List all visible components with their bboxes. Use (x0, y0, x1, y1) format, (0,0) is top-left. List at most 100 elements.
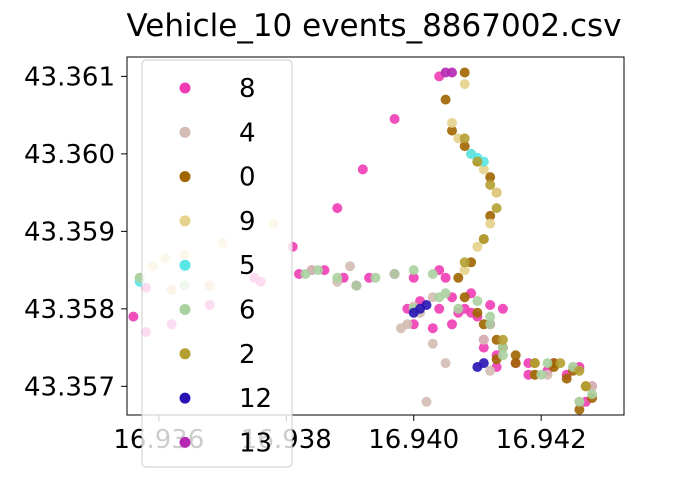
data-point-0 (485, 210, 496, 221)
data-point-6 (587, 389, 598, 400)
data-point-2 (472, 156, 483, 167)
data-point-9 (459, 265, 470, 276)
data-point-0 (472, 307, 483, 318)
data-point-2 (491, 203, 502, 214)
data-point-6 (536, 369, 547, 380)
data-point-9 (478, 164, 489, 175)
data-point-6 (497, 350, 508, 361)
data-point-12 (421, 300, 432, 310)
legend-label-9: 9 (239, 207, 256, 237)
legend-label-6: 6 (239, 296, 256, 326)
legend-label-13: 13 (239, 428, 272, 458)
data-point-8 (408, 272, 419, 283)
data-point-4 (478, 334, 489, 345)
legend-marker-6 (179, 304, 191, 315)
data-point-6 (453, 303, 464, 314)
legend-label-2: 2 (239, 340, 256, 370)
data-point-0 (485, 172, 496, 183)
data-point-4 (345, 261, 355, 272)
data-point-6 (427, 269, 438, 279)
legend-marker-9 (179, 215, 191, 227)
y-tick-label: 43.361 (24, 62, 115, 92)
data-point-9 (472, 241, 483, 252)
data-point-6 (434, 292, 445, 303)
data-point-4 (485, 365, 496, 376)
legend-marker-8 (179, 82, 191, 94)
data-point-8 (497, 303, 508, 314)
legend-label-4: 4 (239, 118, 256, 148)
legend-label-8: 8 (239, 74, 256, 104)
data-point-4 (396, 323, 406, 334)
legend-marker-0 (179, 171, 191, 183)
data-point-6 (497, 342, 508, 353)
data-point-2 (574, 365, 585, 376)
series-12 (408, 300, 489, 372)
data-point-8 (440, 272, 451, 283)
y-tick-label: 43.360 (24, 140, 115, 170)
data-point-8 (128, 311, 139, 322)
data-point-9 (459, 79, 470, 90)
data-point-8 (389, 114, 400, 124)
legend-box (141, 59, 293, 468)
data-point-2 (555, 358, 566, 369)
data-point-2 (529, 358, 540, 369)
data-point-8 (485, 300, 496, 310)
data-point-0 (510, 350, 521, 361)
data-point-6 (300, 269, 311, 279)
data-point-6 (351, 280, 362, 291)
data-point-9 (491, 187, 502, 198)
data-point-0 (459, 67, 470, 78)
data-point-4 (440, 358, 451, 369)
legend-label-5: 5 (239, 251, 256, 281)
data-point-2 (485, 179, 496, 190)
series-4 (306, 261, 598, 407)
legend-marker-2 (179, 348, 191, 360)
data-point-0 (510, 358, 521, 369)
data-point-0 (453, 272, 464, 283)
legend: 8 4 0 9 5 6 2 12 13 (141, 59, 293, 468)
series-2 (459, 133, 591, 392)
data-point-8 (357, 164, 368, 175)
data-point-2 (478, 234, 489, 245)
data-point-13 (447, 67, 457, 78)
data-point-6 (574, 396, 585, 407)
data-point-0 (459, 141, 470, 152)
data-point-6 (313, 265, 324, 276)
data-point-12 (478, 358, 489, 369)
data-point-2 (497, 334, 508, 345)
data-point-4 (421, 396, 432, 407)
data-point-0 (574, 404, 585, 415)
data-point-8 (434, 303, 445, 314)
legend-marker-4 (179, 126, 191, 138)
legend-label-12: 12 (239, 384, 272, 414)
data-point-6 (485, 311, 496, 322)
data-point-6 (408, 265, 419, 276)
data-point-6 (485, 319, 496, 330)
series-13 (440, 67, 457, 78)
data-point-6 (370, 272, 381, 283)
data-point-8 (447, 319, 457, 330)
y-tick-label: 43.359 (24, 217, 115, 247)
data-point-4 (427, 338, 438, 349)
data-point-8 (332, 203, 343, 214)
data-point-0 (447, 125, 457, 136)
data-point-8 (478, 342, 489, 353)
legend-marker-12 (179, 392, 191, 404)
data-point-6 (472, 296, 483, 307)
data-point-6 (332, 272, 343, 283)
data-point-0 (459, 292, 470, 303)
legend-label-0: 0 (239, 163, 256, 193)
y-axis: 43.357 43.358 43.359 43.360 43.361 (24, 62, 127, 402)
data-point-9 (447, 117, 457, 128)
legend-marker-5 (179, 259, 191, 271)
legend-marker-13 (179, 436, 191, 448)
data-point-8 (427, 323, 438, 334)
y-tick-label: 43.358 (24, 295, 115, 325)
data-point-9 (485, 218, 496, 229)
chart-title: Vehicle_10 events_8867002.csv (126, 8, 621, 44)
data-point-2 (459, 133, 470, 144)
plot-frame (126, 56, 625, 416)
data-point-6 (542, 358, 553, 369)
